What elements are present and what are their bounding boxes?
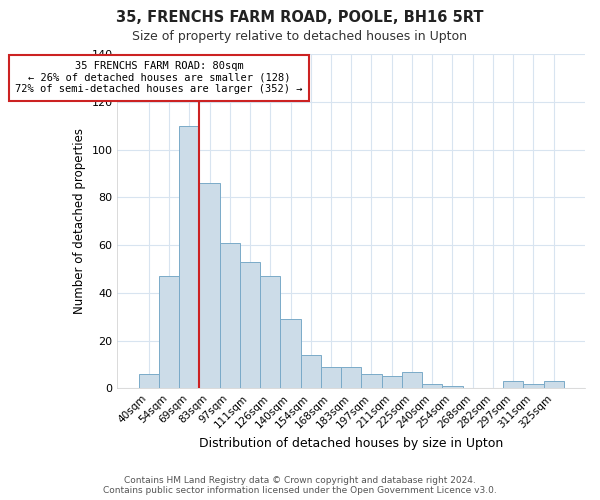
Bar: [139, 374, 159, 388]
Y-axis label: Number of detached properties: Number of detached properties: [73, 128, 86, 314]
Bar: [179, 126, 199, 388]
Bar: [544, 381, 564, 388]
Bar: [321, 367, 341, 388]
Text: Contains HM Land Registry data © Crown copyright and database right 2024.
Contai: Contains HM Land Registry data © Crown c…: [103, 476, 497, 495]
Bar: [361, 374, 382, 388]
Bar: [402, 372, 422, 388]
X-axis label: Distribution of detached houses by size in Upton: Distribution of detached houses by size …: [199, 437, 503, 450]
Bar: [442, 386, 463, 388]
Bar: [341, 367, 361, 388]
Text: 35 FRENCHS FARM ROAD: 80sqm
← 26% of detached houses are smaller (128)
72% of se: 35 FRENCHS FARM ROAD: 80sqm ← 26% of det…: [15, 61, 303, 94]
Bar: [159, 276, 179, 388]
Bar: [260, 276, 280, 388]
Bar: [301, 355, 321, 388]
Bar: [382, 376, 402, 388]
Text: Size of property relative to detached houses in Upton: Size of property relative to detached ho…: [133, 30, 467, 43]
Bar: [280, 319, 301, 388]
Bar: [503, 381, 523, 388]
Bar: [220, 242, 240, 388]
Bar: [199, 183, 220, 388]
Text: 35, FRENCHS FARM ROAD, POOLE, BH16 5RT: 35, FRENCHS FARM ROAD, POOLE, BH16 5RT: [116, 10, 484, 25]
Bar: [422, 384, 442, 388]
Bar: [523, 384, 544, 388]
Bar: [240, 262, 260, 388]
